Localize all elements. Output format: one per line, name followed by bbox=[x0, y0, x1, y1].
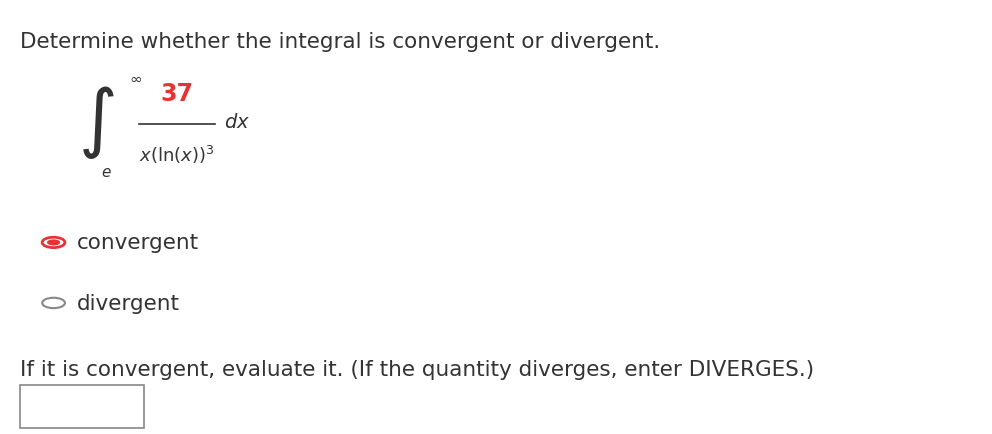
Text: ∞: ∞ bbox=[129, 72, 142, 86]
Text: $x(\ln(x))^3$: $x(\ln(x))^3$ bbox=[139, 144, 214, 165]
FancyBboxPatch shape bbox=[21, 385, 144, 428]
Text: $\int$: $\int$ bbox=[78, 84, 114, 161]
Circle shape bbox=[47, 240, 61, 246]
Text: Determine whether the integral is convergent or divergent.: Determine whether the integral is conver… bbox=[21, 32, 661, 52]
Text: If it is convergent, evaluate it. (If the quantity diverges, enter DIVERGES.): If it is convergent, evaluate it. (If th… bbox=[21, 359, 814, 379]
Text: e: e bbox=[101, 164, 110, 179]
Text: convergent: convergent bbox=[77, 233, 199, 253]
Text: divergent: divergent bbox=[77, 293, 181, 313]
Text: $dx$: $dx$ bbox=[224, 113, 250, 132]
Text: 37: 37 bbox=[161, 82, 193, 106]
